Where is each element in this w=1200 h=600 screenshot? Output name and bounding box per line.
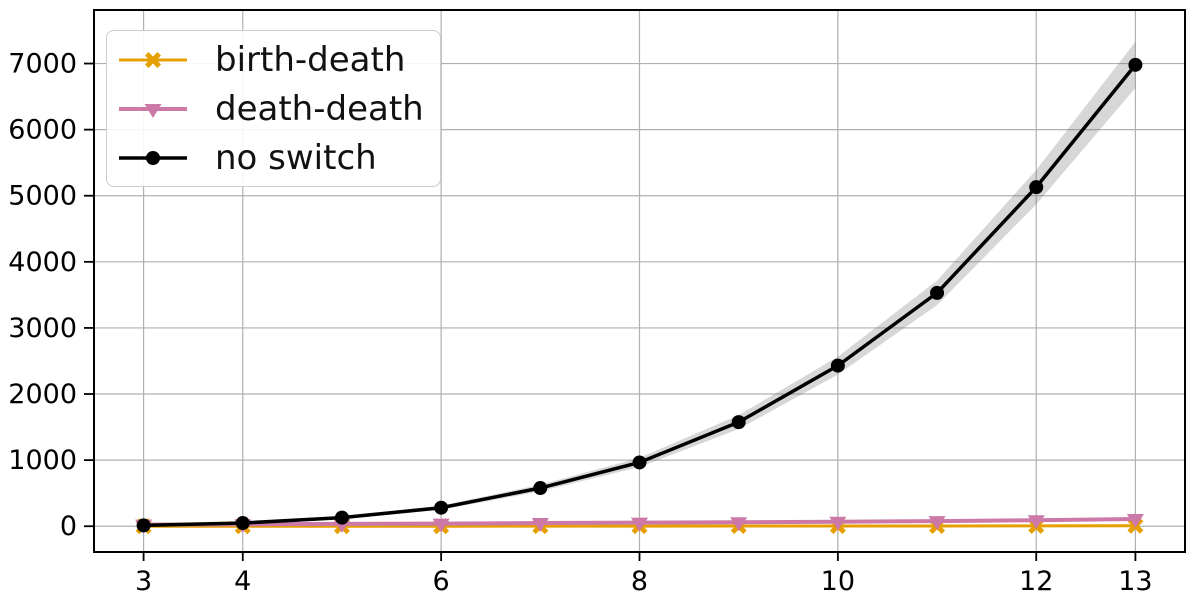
y-tick-label: 1000 (8, 445, 77, 476)
legend-marker (145, 51, 161, 68)
y-tick-label: 2000 (8, 379, 77, 410)
series-marker-no-switch (1029, 180, 1044, 195)
legend-marker (146, 150, 160, 165)
series-marker-death-death (432, 518, 450, 533)
circle-marker (146, 150, 160, 165)
circle-marker (731, 415, 746, 430)
circle-marker (1029, 180, 1044, 195)
x-tick-label: 10 (821, 566, 855, 597)
series-marker-no-switch (334, 510, 349, 525)
x-marker (145, 51, 161, 68)
circle-marker (830, 358, 845, 373)
legend-swatch-triangle-down-icon (119, 103, 187, 118)
circle-marker (136, 518, 151, 533)
legend: birth-death death-death no switch (106, 30, 441, 187)
y-tick-label: 3000 (8, 313, 77, 344)
triangle-down-marker (1027, 515, 1045, 530)
y-tick-label: 0 (60, 511, 77, 542)
series-marker-death-death (1126, 513, 1144, 528)
series-marker-no-switch (434, 500, 449, 515)
triangle-down-marker (432, 518, 450, 533)
circle-marker (235, 516, 250, 531)
legend-item-no-switch: no switch (117, 133, 424, 182)
y-tick-label: 6000 (8, 115, 77, 146)
legend-label: death-death (215, 88, 424, 129)
triangle-down-marker (829, 516, 847, 531)
series-marker-death-death (531, 518, 549, 533)
series-marker-no-switch (632, 455, 647, 470)
legend-marker (144, 103, 162, 118)
series-marker-no-switch (533, 481, 548, 496)
circle-marker (632, 455, 647, 470)
circle-marker (334, 510, 349, 525)
circle-marker (930, 285, 945, 300)
x-tick-label: 6 (433, 566, 450, 597)
triangle-down-marker (631, 517, 648, 532)
series-marker-no-switch (235, 516, 250, 531)
legend-item-death-death: death-death (117, 84, 424, 133)
y-tick-label: 4000 (8, 247, 77, 278)
x-tick-label: 3 (135, 566, 152, 597)
series-marker-no-switch (830, 358, 845, 373)
x-tick-label: 12 (1019, 566, 1053, 597)
series-marker-no-switch (731, 415, 746, 430)
confidence-band-no-switch (143, 41, 1136, 526)
legend-label: birth-death (215, 39, 406, 80)
series-marker-death-death (928, 516, 946, 531)
triangle-down-marker (730, 517, 748, 532)
series-marker-death-death (730, 517, 748, 532)
legend-swatch-circle-icon (119, 150, 187, 165)
triangle-down-marker (928, 516, 946, 531)
triangle-down-marker (531, 518, 549, 533)
legend-label: no switch (215, 137, 377, 178)
series-marker-death-death (631, 517, 648, 532)
y-tick-label: 5000 (8, 181, 77, 212)
x-tick-label: 4 (234, 566, 251, 597)
legend-item-birth-death: birth-death (117, 35, 424, 84)
triangle-down-marker (1126, 513, 1144, 528)
legend-swatch-x-filled-icon (119, 51, 187, 68)
y-tick-label: 7000 (8, 49, 77, 80)
triangle-down-marker (144, 103, 162, 118)
series-marker-death-death (829, 516, 847, 531)
series-marker-death-death (1027, 515, 1045, 530)
series-marker-no-switch (136, 518, 151, 533)
series-marker-no-switch (1128, 57, 1143, 72)
series-marker-no-switch (930, 285, 945, 300)
circle-marker (434, 500, 449, 515)
circle-marker (533, 481, 548, 496)
circle-marker (1128, 57, 1143, 72)
x-tick-label: 8 (631, 566, 648, 597)
x-tick-label: 13 (1118, 566, 1152, 597)
